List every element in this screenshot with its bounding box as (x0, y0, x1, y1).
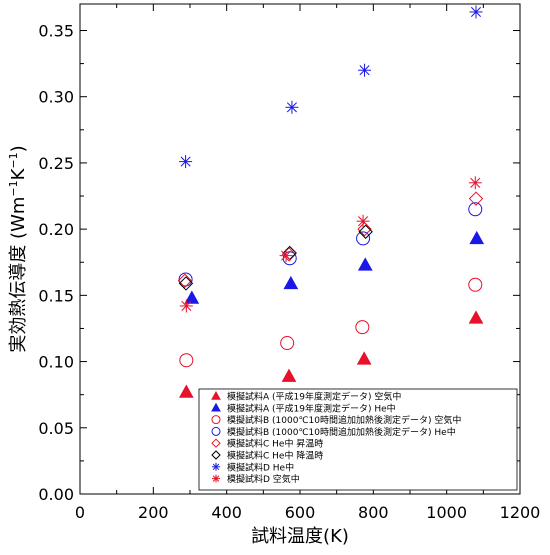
data-point (178, 384, 194, 398)
y-tick-label: 0.30 (38, 88, 74, 107)
legend-marker (211, 450, 221, 460)
data-point (285, 100, 299, 114)
x-axis-title: 試料温度(K) (251, 526, 349, 547)
x-tick-label: 1200 (500, 503, 541, 522)
legend-label: 模擬試料C He中 降温時 (227, 450, 323, 462)
data-point (179, 353, 194, 368)
data-point (184, 290, 200, 304)
data-point (356, 231, 371, 246)
data-point (358, 224, 373, 239)
data-point (356, 214, 370, 228)
y-tick-label: 0.25 (38, 154, 74, 173)
legend-marker (212, 474, 220, 483)
series-8 (179, 176, 482, 313)
x-tick-label: 200 (138, 503, 169, 522)
legend-label: 模擬試料D 空気中 (227, 473, 300, 485)
y-axis: 0.00 0.05 0.10 0.15 0.20 0.25 0.30 0.35 (38, 21, 520, 504)
x-tick-label: 1000 (426, 503, 467, 522)
data-point (280, 336, 295, 351)
x-tick-label: 600 (285, 503, 316, 522)
data-point (179, 155, 193, 169)
data-point (468, 310, 484, 324)
data-point (468, 176, 482, 190)
data-point (468, 191, 484, 206)
data-point (356, 351, 372, 365)
legend-label: 模擬試料D He中 (227, 461, 294, 473)
legend-marker (211, 390, 221, 400)
series-7 (179, 5, 483, 169)
x-tick-label: 800 (358, 503, 389, 522)
y-tick-label: 0.15 (38, 286, 74, 305)
legend-label: 模擬試料A (平成19年度測定データ) 空気中 (227, 391, 401, 403)
series-5 (177, 191, 484, 288)
data-point (358, 63, 372, 77)
data-point (468, 277, 483, 292)
legend-label: 模擬試料C He中 昇温時 (227, 438, 323, 450)
data-point (468, 202, 483, 217)
series-2 (184, 230, 485, 304)
data-point (179, 299, 193, 313)
legend-label: 模擬試料B (1000℃10時間追加加熱後測定データ) 空気中 (227, 414, 461, 426)
legend-label: 模擬試料A (平成19年度測定データ) He中 (227, 402, 396, 414)
series-6 (178, 224, 373, 291)
legend-marker (211, 415, 221, 425)
legend-label: 模擬試料B (1000℃10時間追加加熱後測定データ) He中 (227, 426, 456, 438)
data-points (177, 5, 485, 398)
y-tick-label: 0.20 (38, 220, 74, 239)
data-point (281, 368, 297, 382)
data-point (178, 276, 194, 291)
data-point (469, 5, 483, 19)
legend-box (198, 388, 518, 491)
y-axis-title-main: 実効熱伝導度 (Wm (8, 197, 29, 353)
legend-marker (211, 426, 221, 436)
x-axis: 0 200 400 600 800 1000 1200 (75, 4, 540, 522)
data-point (469, 230, 485, 245)
series-1 (178, 310, 484, 398)
data-point (279, 249, 293, 263)
legend-marker (211, 438, 221, 448)
data-point (177, 273, 193, 288)
legend-marker (212, 462, 220, 471)
y-tick-label: 0.05 (38, 419, 74, 438)
series-3 (179, 277, 483, 368)
data-point (283, 275, 299, 290)
y-tick-label: 0.00 (38, 485, 74, 504)
y-axis-title: 実効熱伝導度 (Wm−1K−1) (7, 145, 29, 352)
legend-marker (211, 402, 221, 412)
y-axis-title-mid: K (8, 167, 29, 180)
y-axis-title-sup1: −1 (7, 180, 20, 196)
data-point (355, 320, 370, 335)
data-point (357, 221, 372, 237)
y-tick-label: 0.10 (38, 353, 74, 372)
y-tick-label: 0.35 (38, 21, 74, 40)
y-axis-title-sup2: −1 (7, 152, 20, 168)
x-tick-label: 0 (75, 503, 85, 522)
data-point (357, 257, 373, 271)
series-4 (178, 202, 483, 287)
x-tick-label: 400 (211, 503, 242, 522)
y-axis-title-end: ) (8, 145, 29, 152)
